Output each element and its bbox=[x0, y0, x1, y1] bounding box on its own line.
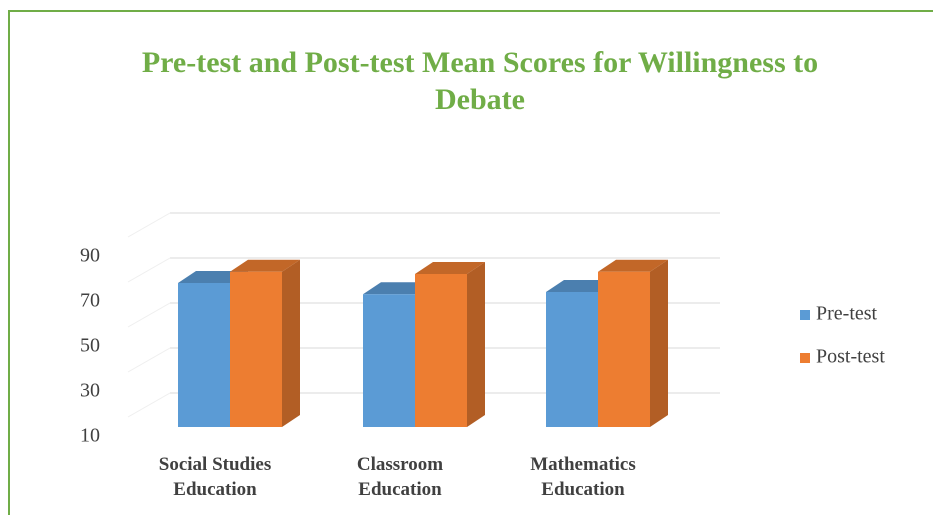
legend-label: Post-test bbox=[816, 346, 885, 368]
bar-top bbox=[415, 262, 485, 274]
bar-front bbox=[230, 271, 282, 427]
bar-front bbox=[363, 294, 415, 427]
chart-title: Pre-test and Post-test Mean Scores for W… bbox=[141, 46, 819, 116]
y-tick-label: 30 bbox=[80, 380, 100, 402]
bar-side bbox=[467, 262, 485, 427]
grid-diagonal bbox=[127, 392, 171, 418]
bar bbox=[415, 262, 485, 427]
grid-diagonal bbox=[127, 302, 171, 328]
bar bbox=[598, 259, 668, 427]
legend-swatch bbox=[800, 353, 810, 363]
bar-front bbox=[178, 283, 230, 427]
bar-top bbox=[598, 259, 668, 272]
bar-front bbox=[598, 271, 650, 427]
bar-side bbox=[650, 259, 668, 427]
chart-frame bbox=[8, 10, 933, 515]
bar-top bbox=[230, 259, 300, 272]
legend-swatch bbox=[800, 310, 810, 320]
bar-side bbox=[282, 259, 300, 427]
x-tick-label: Classroom Education bbox=[356, 454, 444, 500]
grid-diagonal bbox=[127, 347, 171, 373]
y-tick-label: 10 bbox=[80, 425, 100, 447]
bar bbox=[230, 259, 300, 427]
y-tick-label: 70 bbox=[80, 290, 100, 312]
legend-label: Pre-test bbox=[816, 303, 878, 325]
x-tick-label: Social Studies Education bbox=[158, 454, 272, 500]
bar-front bbox=[415, 274, 467, 427]
grid-diagonal bbox=[127, 212, 171, 238]
y-tick-label: 50 bbox=[80, 335, 100, 357]
x-tick-label: Mathematics Education bbox=[530, 454, 636, 500]
grid-diagonal bbox=[127, 257, 171, 283]
y-tick-label: 90 bbox=[80, 245, 100, 267]
bar-front bbox=[546, 292, 598, 427]
